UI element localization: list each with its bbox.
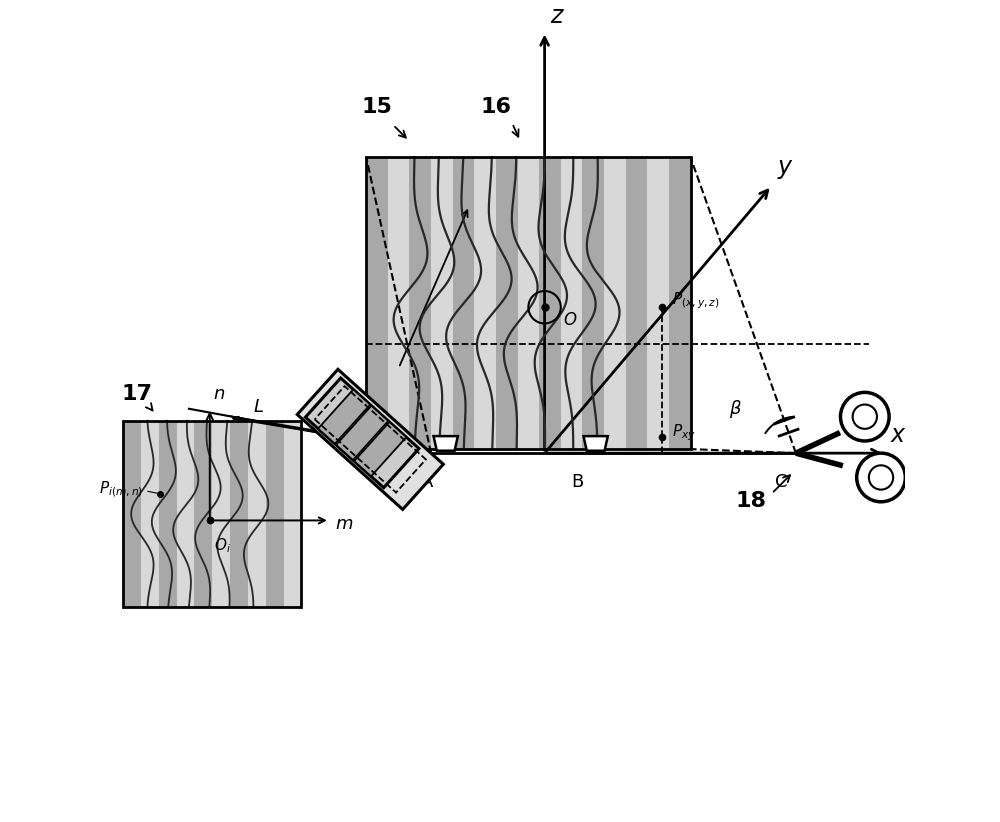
Polygon shape [297, 369, 443, 510]
Text: B: B [571, 473, 583, 492]
Text: L: L [254, 399, 264, 417]
Bar [496, 157, 518, 449]
Text: $O$: $O$ [563, 312, 578, 330]
Text: 18: 18 [736, 492, 767, 511]
Text: 9: 9 [403, 483, 419, 503]
Polygon shape [434, 436, 458, 450]
Text: A: A [421, 473, 433, 492]
Bar [366, 157, 388, 449]
Bar [453, 157, 474, 449]
Bar [284, 421, 301, 607]
Bar [123, 421, 301, 607]
Bar [647, 157, 669, 449]
Polygon shape [336, 406, 388, 460]
Bar [626, 157, 647, 449]
Text: $P_{xy}$: $P_{xy}$ [672, 423, 696, 443]
Bar [159, 421, 177, 607]
Circle shape [840, 392, 889, 441]
Polygon shape [305, 378, 419, 487]
Bar [431, 157, 453, 449]
Circle shape [857, 453, 905, 501]
Bar [518, 157, 539, 449]
Bar [388, 157, 409, 449]
Circle shape [853, 404, 877, 429]
Text: y: y [778, 155, 792, 179]
Bar [123, 421, 301, 607]
Text: z: z [550, 3, 563, 28]
Bar [539, 157, 561, 449]
Text: $P_{i(m,n)}$: $P_{i(m,n)}$ [99, 480, 143, 500]
Text: n: n [214, 385, 225, 403]
Bar [266, 421, 284, 607]
Polygon shape [318, 390, 370, 444]
Text: $\beta$: $\beta$ [729, 398, 742, 420]
Bar [582, 157, 604, 449]
Bar [248, 421, 266, 607]
Bar [366, 157, 691, 449]
Bar [177, 421, 194, 607]
Bar [409, 157, 431, 449]
Bar [561, 157, 582, 449]
Bar [669, 157, 691, 449]
Bar [474, 157, 496, 449]
Bar [123, 421, 141, 607]
Text: $O_i$: $O_i$ [214, 537, 231, 556]
Bar [141, 421, 159, 607]
Circle shape [869, 465, 893, 490]
Polygon shape [354, 422, 406, 476]
Bar [230, 421, 248, 607]
Text: 15: 15 [361, 97, 392, 117]
Text: d: d [339, 417, 351, 435]
Bar [366, 157, 691, 449]
Bar [194, 421, 212, 607]
Text: C: C [775, 473, 788, 492]
Text: $P_{(x,y,z)}$: $P_{(x,y,z)}$ [672, 290, 720, 311]
Text: 16: 16 [480, 97, 511, 117]
Bar [604, 157, 626, 449]
Bar [212, 421, 230, 607]
Text: x: x [891, 423, 905, 446]
Polygon shape [583, 436, 608, 450]
Text: 17: 17 [121, 385, 152, 404]
Text: m: m [335, 515, 353, 533]
